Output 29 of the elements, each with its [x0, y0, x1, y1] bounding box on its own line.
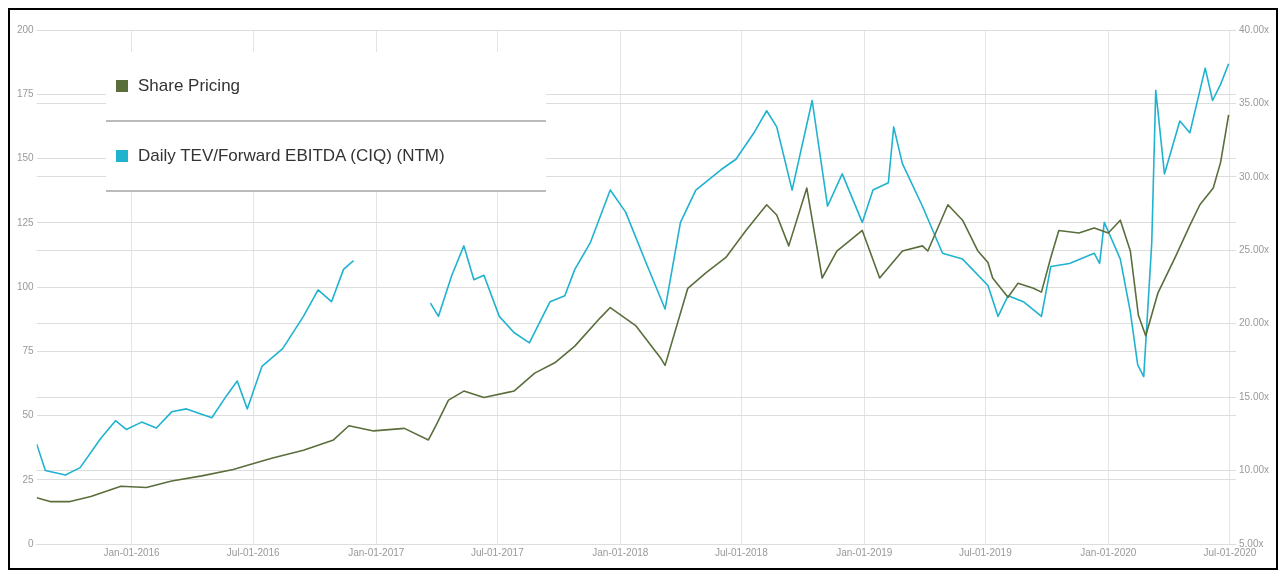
y2-tick-label: 10.00x	[1238, 464, 1270, 476]
y2-tick-label: 40.00x	[1238, 23, 1270, 35]
legend-label: Daily TEV/Forward EBITDA (CIQ) (NTM)	[138, 146, 445, 166]
x-tick-label: Jul-01-2019	[958, 546, 1013, 558]
y2-tick-label: 5.00x	[1238, 537, 1264, 549]
x-tick-label: Jul-01-2016	[226, 546, 281, 558]
x-tick-label: Jan-01-2020	[1080, 546, 1137, 558]
x-tick-label: Jul-01-2020	[1203, 546, 1257, 558]
y2-tick-label: 20.00x	[1238, 317, 1270, 329]
x-tick-label: Jan-01-2016	[103, 546, 161, 558]
y-tick-label: 100	[17, 280, 35, 292]
y2-tick-label: 15.00x	[1238, 390, 1270, 402]
y-tick-label: 50	[22, 409, 35, 421]
y-tick-label: 125	[17, 216, 35, 228]
y-tick-label: 175	[17, 88, 35, 99]
y2-tick-label: 25.00x	[1238, 244, 1270, 256]
legend-label: Share Pricing	[138, 76, 241, 96]
x-tick-label: Jan-01-2018	[592, 546, 649, 558]
x-tick-label: Jan-01-2019	[836, 546, 893, 558]
x-tick-label: Jul-01-2018	[714, 546, 769, 558]
y-tick-label: 25	[22, 473, 35, 485]
y-tick-label: 75	[22, 345, 35, 356]
y2-tick-label: 35.00x	[1238, 97, 1270, 109]
x-tick-label: Jan-01-2017	[348, 546, 405, 558]
y2-tick-label: 30.00x	[1238, 170, 1270, 182]
x-tick-label: Jul-01-2017	[470, 546, 525, 558]
y-tick-label: 150	[17, 152, 35, 164]
y-tick-label: 200	[17, 23, 35, 35]
y-tick-label: 0	[28, 537, 35, 549]
